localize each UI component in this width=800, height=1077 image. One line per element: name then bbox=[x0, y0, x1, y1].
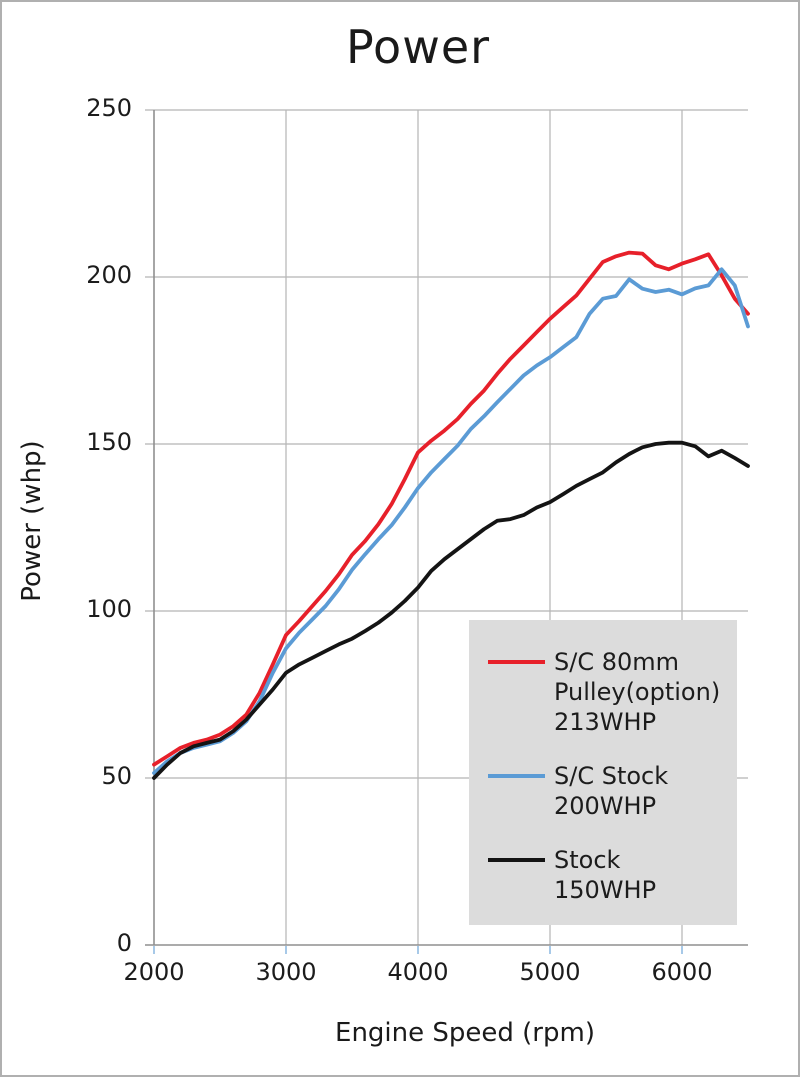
y-tick-label: 0 bbox=[116, 929, 132, 957]
x-tick-label: 2000 bbox=[123, 958, 185, 986]
legend-label-line: 150WHP bbox=[554, 876, 657, 904]
x-tick-label: 3000 bbox=[255, 958, 317, 986]
chart-title: Power bbox=[345, 20, 491, 74]
legend-label-line: Pulley(option) bbox=[554, 678, 721, 706]
legend-entry-sc-stock: S/C Stock 200WHP bbox=[488, 761, 737, 821]
legend-label: S/C Stock 200WHP bbox=[554, 761, 668, 821]
legend-label-line: 200WHP bbox=[554, 792, 657, 820]
legend-entry-sc-80mm-pulley: S/C 80mm Pulley(option) 213WHP bbox=[488, 647, 737, 737]
y-axis-title: Power (whp) bbox=[17, 440, 47, 602]
legend-label: S/C 80mm Pulley(option) 213WHP bbox=[554, 647, 720, 737]
y-tick-label: 50 bbox=[101, 762, 132, 790]
x-tick-label: 5000 bbox=[519, 958, 581, 986]
legend-label: Stock 150WHP bbox=[554, 845, 656, 905]
y-tick-label: 100 bbox=[86, 595, 132, 623]
legend-swatch-red-line bbox=[488, 660, 545, 664]
legend-swatch-black-line bbox=[488, 858, 545, 862]
legend-label-line: S/C 80mm bbox=[554, 648, 680, 676]
legend: S/C 80mm Pulley(option) 213WHP S/C Stock… bbox=[469, 620, 737, 925]
series-curve-0 bbox=[152, 250, 750, 767]
x-axis-title: Engine Speed (rpm) bbox=[335, 1018, 595, 1048]
y-tick-label: 250 bbox=[86, 94, 132, 122]
legend-label-line: S/C Stock bbox=[554, 762, 669, 790]
legend-swatch-blue-line bbox=[488, 774, 545, 778]
legend-label-line: 213WHP bbox=[554, 708, 657, 736]
x-tick-label: 6000 bbox=[651, 958, 713, 986]
legend-label-line: Stock bbox=[554, 846, 621, 874]
legend-entry-stock: Stock 150WHP bbox=[488, 845, 737, 905]
y-tick-label: 150 bbox=[86, 428, 132, 456]
x-tick-label: 4000 bbox=[387, 958, 449, 986]
series-curve-2 bbox=[152, 440, 750, 780]
y-tick-label: 200 bbox=[86, 261, 132, 289]
